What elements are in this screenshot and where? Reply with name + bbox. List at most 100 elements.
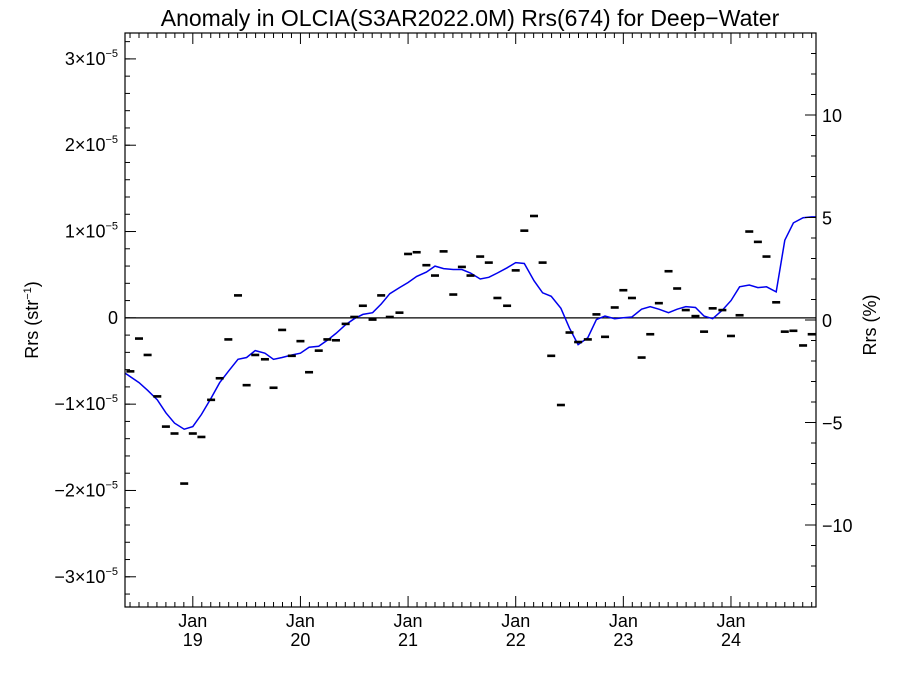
chart-title: Anomaly in OLCIA(S3AR2022.0M) Rrs(674) f… bbox=[161, 5, 780, 31]
y-axis-left-label-main: Rrs (str bbox=[22, 300, 42, 359]
data-point bbox=[466, 274, 475, 277]
y-tick-exponent: −5 bbox=[105, 48, 118, 60]
data-point bbox=[772, 301, 781, 304]
data-point bbox=[484, 261, 493, 264]
data-point bbox=[691, 314, 700, 318]
y-axis-left: 3×10−52×10−51×10−50−1×10−5−2×10−5−3×10−5 bbox=[54, 41, 136, 595]
data-point bbox=[377, 294, 386, 297]
data-point bbox=[449, 293, 458, 296]
data-point bbox=[180, 482, 189, 485]
data-point bbox=[726, 334, 735, 338]
y-right-tick-label: 10 bbox=[822, 106, 842, 126]
data-point bbox=[601, 335, 610, 339]
data-point bbox=[762, 255, 771, 258]
y-tick-mantissa: 0 bbox=[108, 308, 118, 328]
data-point bbox=[242, 383, 251, 387]
data-point bbox=[637, 356, 646, 359]
data-point bbox=[153, 395, 162, 398]
data-point bbox=[476, 255, 485, 258]
y-axis-right-label: Rrs (%) bbox=[860, 295, 880, 356]
y-axis-left-label: Rrs (str−1) bbox=[22, 281, 42, 359]
data-point bbox=[807, 332, 816, 336]
data-point bbox=[745, 230, 754, 233]
data-point bbox=[368, 318, 377, 321]
data-point bbox=[574, 340, 583, 344]
y-tick-label: −1×10−5 bbox=[54, 393, 118, 414]
x-tick-month: Jan bbox=[286, 611, 315, 631]
data-point bbox=[799, 344, 808, 347]
data-point bbox=[224, 338, 233, 341]
series-running-mean bbox=[124, 216, 816, 431]
data-point bbox=[511, 269, 520, 272]
x-tick-month: Jan bbox=[716, 611, 745, 631]
data-point bbox=[547, 354, 556, 358]
y-right-tick-label: −10 bbox=[822, 516, 853, 536]
y-tick-mantissa: 3×10 bbox=[65, 49, 106, 69]
data-point bbox=[627, 296, 636, 300]
data-point bbox=[520, 229, 529, 232]
data-point bbox=[700, 330, 709, 333]
data-point bbox=[708, 307, 717, 310]
data-point bbox=[646, 332, 655, 336]
data-point bbox=[170, 432, 179, 435]
data-point bbox=[341, 322, 350, 326]
data-point bbox=[134, 337, 143, 340]
data-point bbox=[188, 432, 197, 435]
data-point bbox=[197, 435, 206, 439]
data-point bbox=[412, 250, 421, 254]
y-tick-mantissa: 1×10 bbox=[65, 222, 106, 242]
data-point bbox=[269, 386, 278, 390]
data-point bbox=[439, 250, 448, 253]
data-point bbox=[305, 370, 314, 374]
data-point bbox=[457, 265, 466, 269]
data-point bbox=[143, 353, 152, 357]
data-point bbox=[430, 274, 439, 277]
data-point bbox=[331, 338, 340, 342]
data-point bbox=[735, 313, 744, 317]
data-point bbox=[126, 370, 135, 373]
data-point bbox=[753, 240, 762, 244]
x-tick-month: Jan bbox=[609, 611, 638, 631]
data-point bbox=[422, 263, 431, 267]
y-right-tick-label: 0 bbox=[822, 311, 832, 331]
data-point bbox=[565, 331, 574, 334]
y-tick-exponent: −5 bbox=[105, 566, 118, 578]
data-point bbox=[780, 330, 789, 333]
data-point bbox=[681, 308, 690, 312]
data-point bbox=[314, 349, 323, 352]
running-mean-line bbox=[124, 216, 816, 431]
data-point bbox=[323, 338, 332, 341]
y-tick-label: −3×10−5 bbox=[54, 566, 118, 587]
y-right-tick-label: −5 bbox=[822, 414, 843, 434]
data-point bbox=[619, 288, 628, 292]
y-tick-mantissa: 2×10 bbox=[65, 135, 106, 155]
y-tick-label: −2×10−5 bbox=[54, 479, 118, 500]
data-point bbox=[583, 338, 592, 341]
data-point bbox=[530, 214, 539, 218]
data-point bbox=[664, 269, 673, 273]
data-point bbox=[215, 376, 224, 380]
data-point bbox=[673, 287, 682, 290]
y-tick-exponent: −5 bbox=[105, 479, 118, 491]
data-point bbox=[395, 311, 404, 314]
data-point bbox=[358, 304, 367, 308]
y-axis-left-label-close: ) bbox=[22, 281, 42, 287]
series-monthly-markers bbox=[126, 214, 816, 485]
data-point bbox=[493, 296, 502, 300]
data-point bbox=[404, 252, 413, 256]
data-point bbox=[556, 403, 565, 407]
data-point bbox=[592, 313, 601, 316]
x-tick-month: Jan bbox=[394, 611, 423, 631]
y-tick-label: 3×10−5 bbox=[65, 48, 118, 69]
y-tick-mantissa: −2×10 bbox=[54, 480, 105, 500]
x-tick-month: Jan bbox=[501, 611, 530, 631]
x-tick-year: 23 bbox=[613, 630, 633, 650]
y-tick-exponent: −5 bbox=[105, 221, 118, 233]
y-right-tick-label: 5 bbox=[822, 209, 832, 229]
data-point bbox=[610, 306, 619, 309]
y-tick-label: 0 bbox=[108, 308, 118, 328]
plot-frame bbox=[124, 32, 817, 608]
y-axis-right: 10 5 0 −5 −10 bbox=[805, 32, 853, 608]
